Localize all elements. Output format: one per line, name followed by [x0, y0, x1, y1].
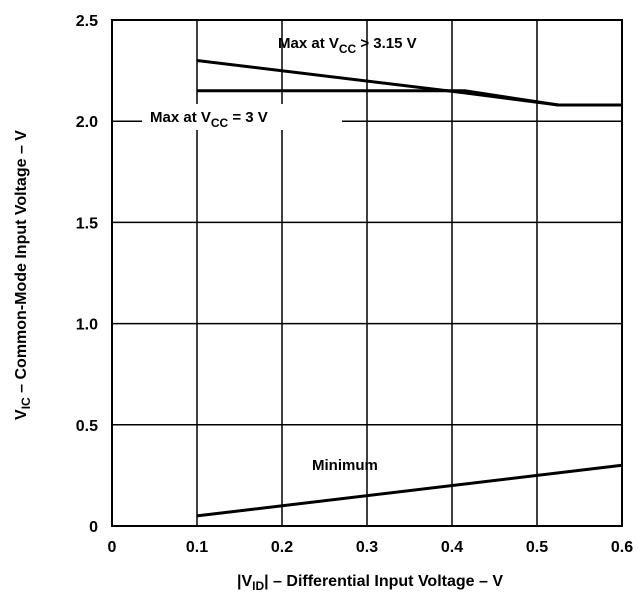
y-axis-label: VIC – Common-Mode Input Voltage – V	[13, 130, 33, 420]
annotation-max-vcc-3-15: Max at VCC > 3.15 V	[278, 35, 417, 56]
x-axis-label: |VID| – Differential Input Voltage – V	[237, 573, 503, 592]
x-tick-label-5: 0.5	[526, 539, 548, 556]
x-tick-label-6: 0.6	[611, 539, 633, 556]
y-tick-label-1: 0.5	[76, 418, 98, 435]
annotation-max-vcc-3-text: Max at VCC = 3 V	[150, 109, 268, 130]
x-tick-label-3: 0.3	[356, 539, 378, 556]
annotation-minimum: Minimum	[312, 457, 378, 474]
series-line-2	[196, 463, 623, 518]
plot-frame	[111, 19, 623, 527]
x-tick-label-1: 0.1	[186, 539, 208, 556]
annotation-max-vcc-3-bg	[142, 104, 342, 130]
tick-labels: 0 0.1 0.2 0.3 0.4 0.5 0.6 0 0.5 1.0 1.5 2.0 2.5	[76, 13, 633, 556]
grid	[111, 19, 623, 527]
y-tick-label-4: 2.0	[76, 114, 98, 131]
y-tick-label-3: 1.5	[76, 215, 98, 232]
annotation-minimum-text: Minimum	[312, 457, 378, 474]
series-lines	[196, 59, 623, 518]
y-tick-label-2: 1.0	[76, 317, 98, 334]
y-tick-label-0: 0	[89, 519, 98, 536]
series-line-0	[196, 59, 622, 107]
annotation-max-vcc-3: Max at VCC = 3 V	[150, 109, 268, 130]
x-tick-label-0: 0	[108, 539, 117, 556]
x-tick-label-2: 0.2	[271, 539, 293, 556]
y-tick-label-5: 2.5	[76, 13, 98, 30]
annotation-max-vcc-3-15-text: Max at VCC > 3.15 V	[278, 35, 417, 56]
series-line-1	[197, 89, 622, 107]
x-tick-label-4: 0.4	[441, 539, 463, 556]
